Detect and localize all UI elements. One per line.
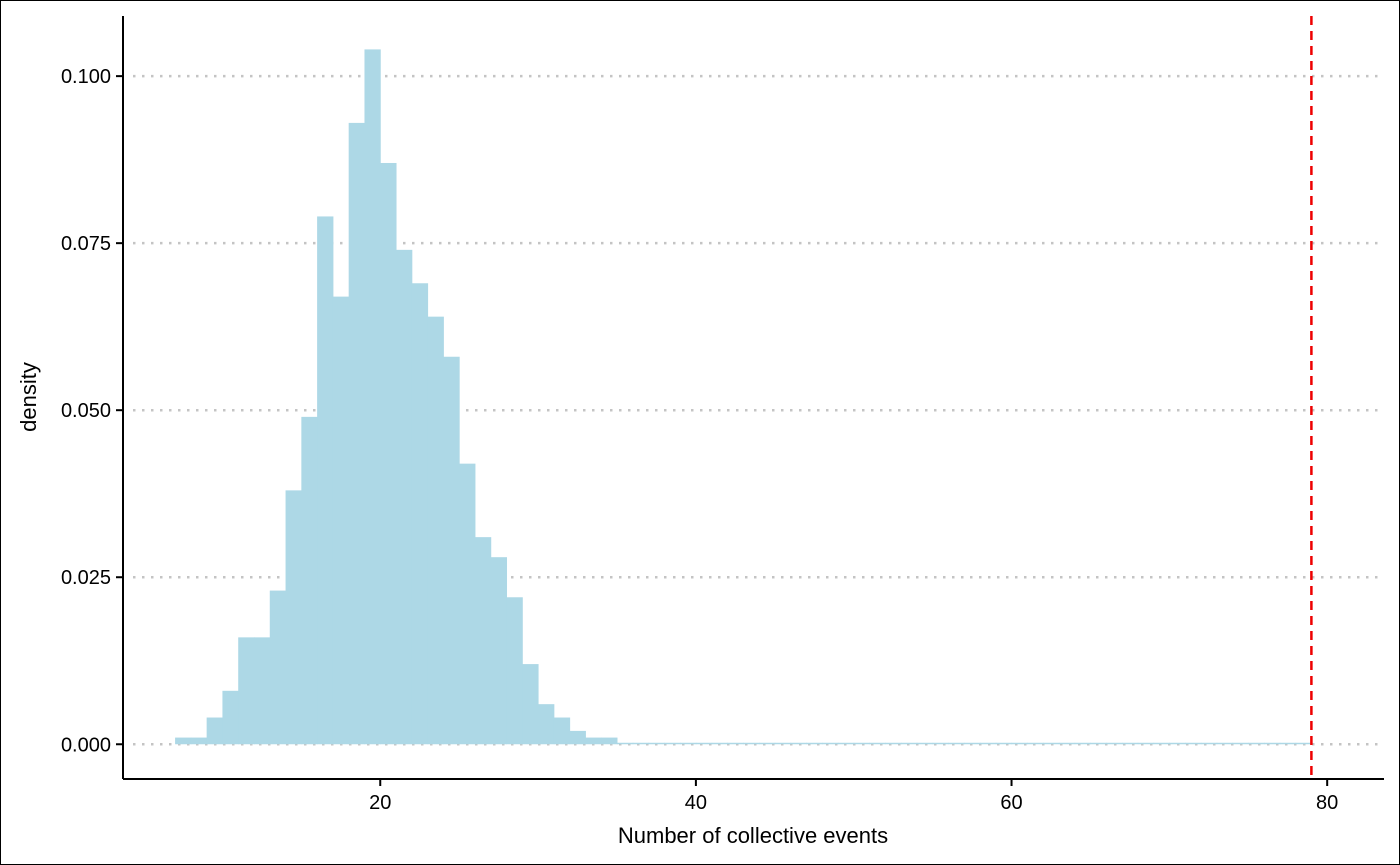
histogram-bar xyxy=(538,704,555,745)
histogram-bar xyxy=(1169,742,1186,745)
histogram-bar xyxy=(822,742,839,745)
histogram-bar xyxy=(806,742,823,745)
y-tick-label: 0.075 xyxy=(61,233,111,255)
histogram-bars xyxy=(175,49,1312,745)
histogram-bar xyxy=(443,356,460,745)
histogram-bar xyxy=(1232,742,1249,745)
histogram-bar xyxy=(632,742,650,745)
histogram-bar xyxy=(1011,742,1028,745)
histogram-bar xyxy=(1027,742,1044,745)
histogram-bar xyxy=(569,730,586,745)
y-tick-label: 0.050 xyxy=(61,400,111,422)
histogram-bar xyxy=(979,742,997,745)
histogram-bar xyxy=(1058,742,1076,745)
histogram-bar xyxy=(285,490,302,745)
histogram-bar xyxy=(317,216,334,745)
histogram-bar xyxy=(253,637,271,745)
histogram-bar xyxy=(901,742,918,745)
histogram-bar xyxy=(995,742,1013,745)
histogram-bar xyxy=(948,742,965,745)
histogram-bar xyxy=(1074,742,1091,745)
tick-labels: 0.000 0.025 0.050 0.075 0.100 20 40 60 80 xyxy=(61,66,1338,814)
histogram-bar xyxy=(601,737,618,745)
histogram-bar xyxy=(616,742,634,745)
histogram-bar xyxy=(474,537,492,745)
histogram-bar xyxy=(932,742,949,745)
histogram-bar xyxy=(206,717,223,745)
histogram-bar xyxy=(869,742,886,745)
histogram-bar xyxy=(364,49,381,745)
histogram-bar xyxy=(332,296,350,745)
x-axis-title: Number of collective events xyxy=(618,823,888,848)
histogram-bar xyxy=(380,162,397,745)
histogram-bar xyxy=(1043,742,1060,745)
histogram-bar xyxy=(664,742,681,745)
histogram-bar xyxy=(790,742,807,745)
histogram-bar xyxy=(348,122,365,745)
histogram-bar xyxy=(743,742,760,745)
histogram-bar xyxy=(585,737,602,745)
histogram-bar xyxy=(522,664,539,745)
histogram-bar xyxy=(1295,742,1312,745)
histogram-bar xyxy=(727,742,744,745)
y-tick-label: 0.025 xyxy=(61,567,111,589)
histogram-bar xyxy=(648,742,665,745)
histogram-bar xyxy=(964,742,981,745)
histogram-bar xyxy=(916,742,934,745)
histogram-bar xyxy=(680,742,697,745)
histogram-bar xyxy=(175,737,192,745)
histogram-bar xyxy=(1106,742,1123,745)
histogram-bar xyxy=(238,637,255,745)
histogram-bar xyxy=(459,463,476,745)
histogram-bar xyxy=(301,416,318,745)
histogram-bar xyxy=(1216,742,1233,745)
histogram-bar xyxy=(695,742,713,745)
histogram-bar xyxy=(1122,742,1139,745)
y-axis-title: density xyxy=(16,362,41,432)
histogram-bar xyxy=(1200,742,1218,745)
histogram-bar xyxy=(190,737,208,745)
histogram-bar xyxy=(1264,742,1281,745)
histogram-bar xyxy=(222,690,239,745)
x-tick-label: 20 xyxy=(369,792,391,814)
x-tick-label: 80 xyxy=(1316,792,1338,814)
histogram-bar xyxy=(1137,742,1155,745)
histogram-bar xyxy=(411,283,429,745)
histogram-bar xyxy=(1279,742,1297,745)
histogram-bar xyxy=(853,742,870,745)
histogram-bar xyxy=(1090,742,1107,745)
histogram-bar xyxy=(759,742,776,745)
histogram-bar xyxy=(396,249,413,745)
histogram-bar xyxy=(711,742,728,745)
x-tick-label: 60 xyxy=(1000,792,1022,814)
histogram-bar xyxy=(269,590,287,745)
y-tick-label: 0.100 xyxy=(61,66,111,88)
histogram-bar xyxy=(1185,742,1202,745)
histogram-bar xyxy=(506,597,523,745)
histogram-bar xyxy=(1248,742,1265,745)
x-tick-label: 40 xyxy=(685,792,707,814)
histogram-bar xyxy=(837,742,855,745)
axes xyxy=(116,16,1384,786)
histogram-bar xyxy=(490,557,508,745)
histogram-bar xyxy=(774,742,792,745)
histogram-bar xyxy=(427,316,444,745)
y-tick-label: 0.000 xyxy=(61,734,111,756)
histogram-bar xyxy=(1153,742,1170,745)
histogram-bar xyxy=(553,717,571,745)
histogram-bar xyxy=(885,742,902,745)
